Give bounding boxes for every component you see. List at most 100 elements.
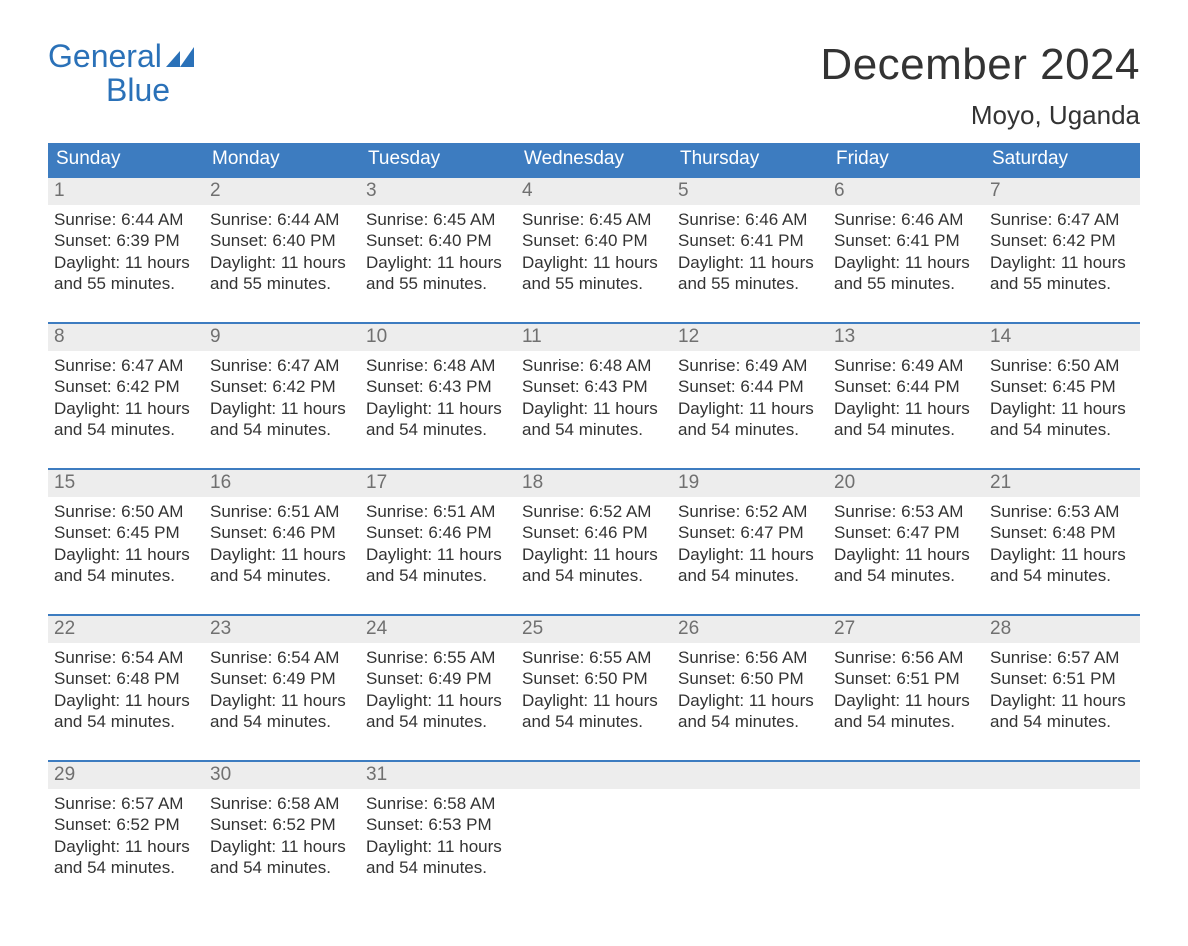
- day-number: [672, 762, 828, 789]
- cell-body: Sunrise: 6:47 AMSunset: 6:42 PMDaylight:…: [48, 351, 204, 442]
- calendar: Sunday Monday Tuesday Wednesday Thursday…: [48, 143, 1140, 880]
- calendar-cell: 28Sunrise: 6:57 AMSunset: 6:51 PMDayligh…: [984, 616, 1140, 734]
- cell-line-dl1: Daylight: 11 hours: [522, 252, 666, 273]
- cell-line-sunset: Sunset: 6:39 PM: [54, 230, 198, 251]
- cell-line-sunset: Sunset: 6:48 PM: [990, 522, 1134, 543]
- cell-line-dl2: and 54 minutes.: [522, 711, 666, 732]
- calendar-cell: 12Sunrise: 6:49 AMSunset: 6:44 PMDayligh…: [672, 324, 828, 442]
- calendar-cell: 18Sunrise: 6:52 AMSunset: 6:46 PMDayligh…: [516, 470, 672, 588]
- cell-line-sunset: Sunset: 6:52 PM: [210, 814, 354, 835]
- cell-line-dl1: Daylight: 11 hours: [366, 690, 510, 711]
- calendar-cell: 16Sunrise: 6:51 AMSunset: 6:46 PMDayligh…: [204, 470, 360, 588]
- cell-body: Sunrise: 6:58 AMSunset: 6:52 PMDaylight:…: [204, 789, 360, 880]
- cell-line-sunset: Sunset: 6:43 PM: [522, 376, 666, 397]
- cell-line-sunrise: Sunrise: 6:54 AM: [54, 647, 198, 668]
- cell-line-dl1: Daylight: 11 hours: [834, 398, 978, 419]
- cell-line-dl1: Daylight: 11 hours: [522, 690, 666, 711]
- cell-body: Sunrise: 6:58 AMSunset: 6:53 PMDaylight:…: [360, 789, 516, 880]
- cell-body: Sunrise: 6:49 AMSunset: 6:44 PMDaylight:…: [828, 351, 984, 442]
- cell-body: Sunrise: 6:57 AMSunset: 6:52 PMDaylight:…: [48, 789, 204, 880]
- day-header-wed: Wednesday: [516, 143, 672, 176]
- cell-line-dl1: Daylight: 11 hours: [210, 836, 354, 857]
- day-header-sun: Sunday: [48, 143, 204, 176]
- cell-line-sunset: Sunset: 6:40 PM: [366, 230, 510, 251]
- day-number: 11: [516, 324, 672, 351]
- day-number: 18: [516, 470, 672, 497]
- cell-line-dl2: and 55 minutes.: [210, 273, 354, 294]
- cell-line-dl1: Daylight: 11 hours: [366, 398, 510, 419]
- calendar-cell: 25Sunrise: 6:55 AMSunset: 6:50 PMDayligh…: [516, 616, 672, 734]
- cell-body: Sunrise: 6:44 AMSunset: 6:40 PMDaylight:…: [204, 205, 360, 296]
- calendar-cell: 26Sunrise: 6:56 AMSunset: 6:50 PMDayligh…: [672, 616, 828, 734]
- day-number: 30: [204, 762, 360, 789]
- week-row: 15Sunrise: 6:50 AMSunset: 6:45 PMDayligh…: [48, 468, 1140, 588]
- day-number: 19: [672, 470, 828, 497]
- cell-line-dl1: Daylight: 11 hours: [54, 544, 198, 565]
- day-number: 9: [204, 324, 360, 351]
- cell-line-dl1: Daylight: 11 hours: [54, 252, 198, 273]
- cell-line-sunrise: Sunrise: 6:58 AM: [366, 793, 510, 814]
- cell-line-dl2: and 54 minutes.: [54, 565, 198, 586]
- cell-line-sunset: Sunset: 6:46 PM: [522, 522, 666, 543]
- cell-body: Sunrise: 6:46 AMSunset: 6:41 PMDaylight:…: [672, 205, 828, 296]
- day-number: 14: [984, 324, 1140, 351]
- cell-line-dl2: and 54 minutes.: [54, 857, 198, 878]
- cell-line-dl1: Daylight: 11 hours: [522, 398, 666, 419]
- cell-line-dl1: Daylight: 11 hours: [210, 544, 354, 565]
- cell-body: Sunrise: 6:47 AMSunset: 6:42 PMDaylight:…: [984, 205, 1140, 296]
- cell-line-dl1: Daylight: 11 hours: [834, 544, 978, 565]
- day-number: 25: [516, 616, 672, 643]
- cell-line-dl1: Daylight: 11 hours: [990, 252, 1134, 273]
- cell-line-dl2: and 54 minutes.: [366, 419, 510, 440]
- day-number: 2: [204, 178, 360, 205]
- day-number: 7: [984, 178, 1140, 205]
- cell-body: Sunrise: 6:48 AMSunset: 6:43 PMDaylight:…: [516, 351, 672, 442]
- cell-line-dl2: and 54 minutes.: [210, 419, 354, 440]
- calendar-cell: 3Sunrise: 6:45 AMSunset: 6:40 PMDaylight…: [360, 178, 516, 296]
- cell-line-dl1: Daylight: 11 hours: [678, 252, 822, 273]
- cell-line-dl2: and 55 minutes.: [834, 273, 978, 294]
- cell-line-dl2: and 54 minutes.: [522, 419, 666, 440]
- calendar-cell: 5Sunrise: 6:46 AMSunset: 6:41 PMDaylight…: [672, 178, 828, 296]
- cell-line-dl1: Daylight: 11 hours: [366, 252, 510, 273]
- cell-line-dl2: and 54 minutes.: [54, 711, 198, 732]
- calendar-cell: 30Sunrise: 6:58 AMSunset: 6:52 PMDayligh…: [204, 762, 360, 880]
- cell-line-dl2: and 54 minutes.: [366, 857, 510, 878]
- cell-line-sunrise: Sunrise: 6:44 AM: [54, 209, 198, 230]
- cell-line-sunrise: Sunrise: 6:50 AM: [990, 355, 1134, 376]
- cell-body: Sunrise: 6:51 AMSunset: 6:46 PMDaylight:…: [360, 497, 516, 588]
- cell-body: Sunrise: 6:54 AMSunset: 6:48 PMDaylight:…: [48, 643, 204, 734]
- cell-line-sunset: Sunset: 6:49 PM: [210, 668, 354, 689]
- cell-line-sunset: Sunset: 6:51 PM: [834, 668, 978, 689]
- cell-line-sunset: Sunset: 6:45 PM: [54, 522, 198, 543]
- week-row: 22Sunrise: 6:54 AMSunset: 6:48 PMDayligh…: [48, 614, 1140, 734]
- cell-line-sunrise: Sunrise: 6:46 AM: [834, 209, 978, 230]
- cell-body: Sunrise: 6:45 AMSunset: 6:40 PMDaylight:…: [360, 205, 516, 296]
- cell-line-sunrise: Sunrise: 6:56 AM: [678, 647, 822, 668]
- cell-body: Sunrise: 6:44 AMSunset: 6:39 PMDaylight:…: [48, 205, 204, 296]
- calendar-cell: 2Sunrise: 6:44 AMSunset: 6:40 PMDaylight…: [204, 178, 360, 296]
- day-number: 13: [828, 324, 984, 351]
- cell-line-sunset: Sunset: 6:42 PM: [990, 230, 1134, 251]
- cell-line-dl1: Daylight: 11 hours: [990, 544, 1134, 565]
- cell-line-dl2: and 54 minutes.: [210, 565, 354, 586]
- cell-line-dl1: Daylight: 11 hours: [990, 690, 1134, 711]
- cell-line-dl2: and 54 minutes.: [54, 419, 198, 440]
- cell-body: Sunrise: 6:53 AMSunset: 6:47 PMDaylight:…: [828, 497, 984, 588]
- cell-line-dl2: and 54 minutes.: [522, 565, 666, 586]
- cell-body: Sunrise: 6:49 AMSunset: 6:44 PMDaylight:…: [672, 351, 828, 442]
- cell-body: Sunrise: 6:46 AMSunset: 6:41 PMDaylight:…: [828, 205, 984, 296]
- day-number: [516, 762, 672, 789]
- cell-line-dl1: Daylight: 11 hours: [210, 690, 354, 711]
- cell-line-dl1: Daylight: 11 hours: [522, 544, 666, 565]
- cell-line-sunrise: Sunrise: 6:58 AM: [210, 793, 354, 814]
- calendar-cell: 19Sunrise: 6:52 AMSunset: 6:47 PMDayligh…: [672, 470, 828, 588]
- cell-line-sunset: Sunset: 6:42 PM: [210, 376, 354, 397]
- logo: General Blue: [48, 40, 194, 107]
- cell-body: Sunrise: 6:52 AMSunset: 6:46 PMDaylight:…: [516, 497, 672, 588]
- cell-line-dl2: and 55 minutes.: [54, 273, 198, 294]
- cell-body: Sunrise: 6:52 AMSunset: 6:47 PMDaylight:…: [672, 497, 828, 588]
- cell-line-sunset: Sunset: 6:41 PM: [678, 230, 822, 251]
- calendar-cell: 29Sunrise: 6:57 AMSunset: 6:52 PMDayligh…: [48, 762, 204, 880]
- cell-line-sunrise: Sunrise: 6:51 AM: [366, 501, 510, 522]
